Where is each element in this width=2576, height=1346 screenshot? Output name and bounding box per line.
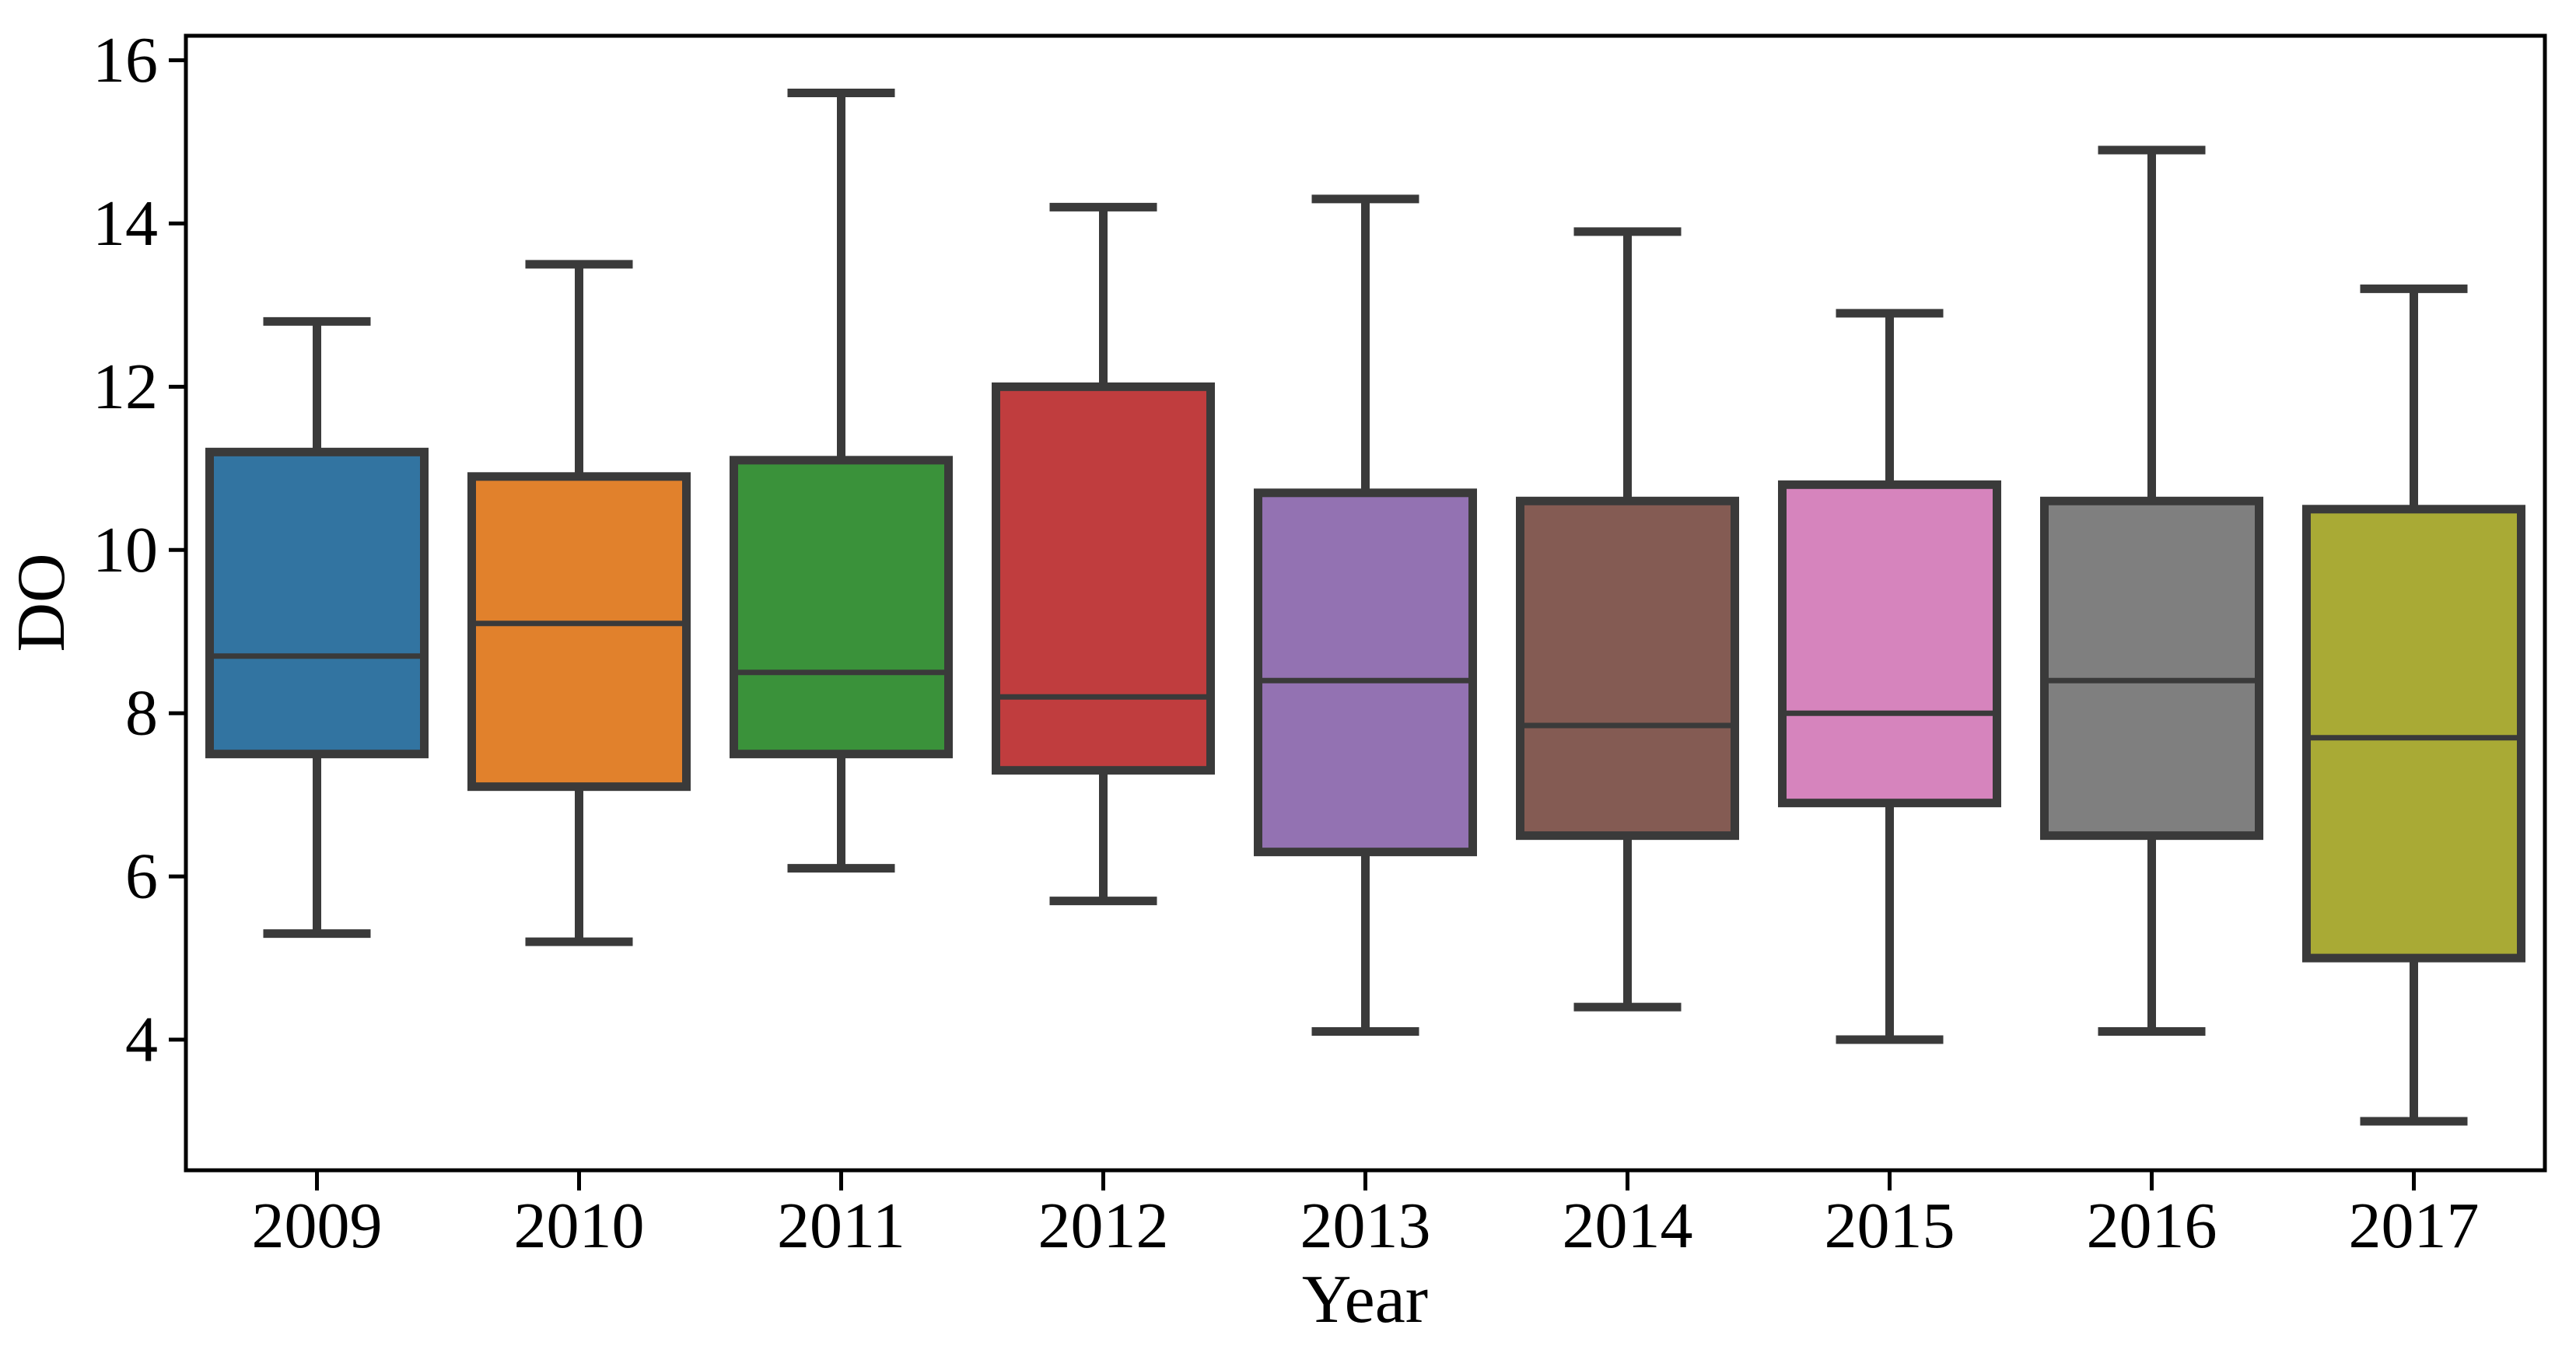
box-group-2013	[1254, 194, 1477, 1037]
box-group-2009	[205, 316, 429, 939]
y-axis-ticks: 4 6 8 10 12 14 16	[93, 24, 186, 1076]
box-group-2011	[730, 88, 953, 873]
x-tick-label: 2012	[1038, 1190, 1169, 1262]
y-tick-label: 4	[125, 1004, 158, 1076]
iqr-box	[467, 472, 691, 792]
x-tick-label: 2014	[1563, 1190, 1693, 1262]
y-tick-label: 12	[93, 351, 158, 423]
box-group-2010	[467, 260, 691, 946]
iqr-box	[1254, 488, 1477, 857]
x-tick-label: 2009	[252, 1190, 383, 1262]
x-tick-label: 2010	[514, 1190, 645, 1262]
y-tick-label: 10	[93, 514, 158, 586]
y-tick-label: 8	[125, 677, 158, 750]
x-tick-label: 2011	[777, 1190, 905, 1262]
y-tick-label: 16	[93, 24, 158, 96]
box-group-2017	[2302, 284, 2525, 1126]
box-group-2016	[2040, 145, 2263, 1037]
box-group-2012	[992, 202, 1215, 906]
box-group-2014	[1516, 227, 1739, 1012]
box-group-2015	[1778, 309, 2001, 1044]
iqr-box	[2040, 496, 2263, 841]
iqr-box	[730, 456, 953, 759]
x-axis-label: Year	[1302, 1262, 1428, 1337]
iqr-box	[992, 382, 1215, 775]
x-tick-label: 2015	[1825, 1190, 1955, 1262]
x-tick-label: 2017	[2349, 1190, 2480, 1262]
x-tick-label: 2016	[2087, 1190, 2217, 1262]
box-series	[205, 88, 2525, 1126]
iqr-box	[1778, 480, 2001, 808]
iqr-box	[205, 447, 429, 759]
iqr-box	[1516, 496, 1739, 841]
y-tick-label: 14	[93, 187, 158, 260]
x-axis-ticks: 2009 2010 2011 2012 2013 2014 2015 2016 2017	[252, 1170, 2480, 1262]
x-tick-label: 2013	[1300, 1190, 1431, 1262]
y-axis-label: DO	[4, 553, 79, 652]
iqr-box	[2302, 505, 2525, 963]
y-tick-label: 6	[125, 841, 158, 913]
